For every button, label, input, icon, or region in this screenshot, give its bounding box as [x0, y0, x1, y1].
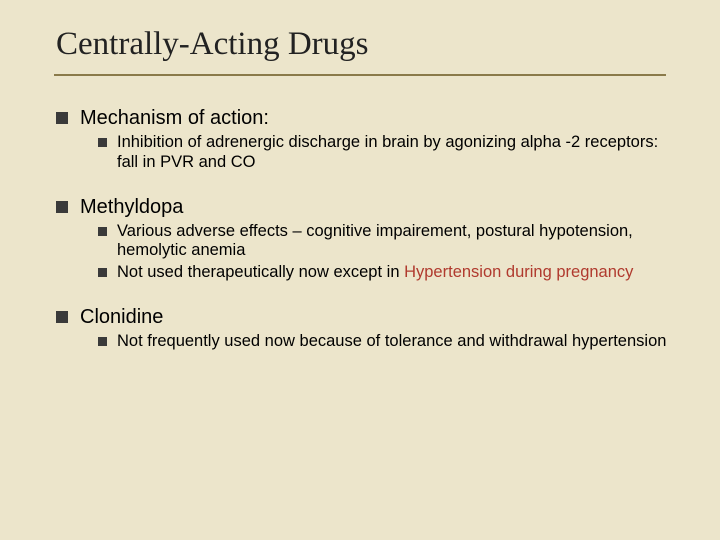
list-item: Various adverse effects – cognitive impa… [98, 222, 676, 262]
square-bullet-icon [56, 112, 68, 124]
list-item: Not frequently used now because of toler… [98, 332, 676, 352]
list-item-text: Not used therapeutically now except in H… [117, 263, 676, 283]
square-bullet-icon [98, 227, 107, 236]
list-item-text: Various adverse effects – cognitive impa… [117, 222, 676, 262]
square-bullet-icon [98, 337, 107, 346]
highlight-text: Hypertension during pregnancy [404, 263, 633, 281]
square-bullet-icon [56, 201, 68, 213]
slide-title: Centrally-Acting Drugs [56, 26, 369, 63]
square-bullet-icon [98, 268, 107, 277]
list-item-text: Inhibition of adrenergic discharge in br… [117, 133, 676, 173]
list-item: Clonidine [56, 305, 676, 330]
list-item: Mechanism of action: [56, 106, 676, 131]
slide-content: Mechanism of action: Inhibition of adren… [56, 106, 676, 374]
list-item: Inhibition of adrenergic discharge in br… [98, 133, 676, 173]
title-underline [54, 74, 666, 76]
section-mechanism: Mechanism of action: Inhibition of adren… [56, 106, 676, 173]
square-bullet-icon [56, 311, 68, 323]
section-clonidine: Clonidine Not frequently used now becaus… [56, 305, 676, 352]
section-methyldopa: Methyldopa Various adverse effects – cog… [56, 195, 676, 283]
list-item-text: Not frequently used now because of toler… [117, 332, 676, 352]
section-heading: Mechanism of action: [80, 106, 676, 131]
list-item: Not used therapeutically now except in H… [98, 263, 676, 283]
section-heading: Clonidine [80, 305, 676, 330]
square-bullet-icon [98, 138, 107, 147]
list-item: Methyldopa [56, 195, 676, 220]
list-item-text-pre: Not used therapeutically now except in [117, 263, 404, 281]
section-heading: Methyldopa [80, 195, 676, 220]
